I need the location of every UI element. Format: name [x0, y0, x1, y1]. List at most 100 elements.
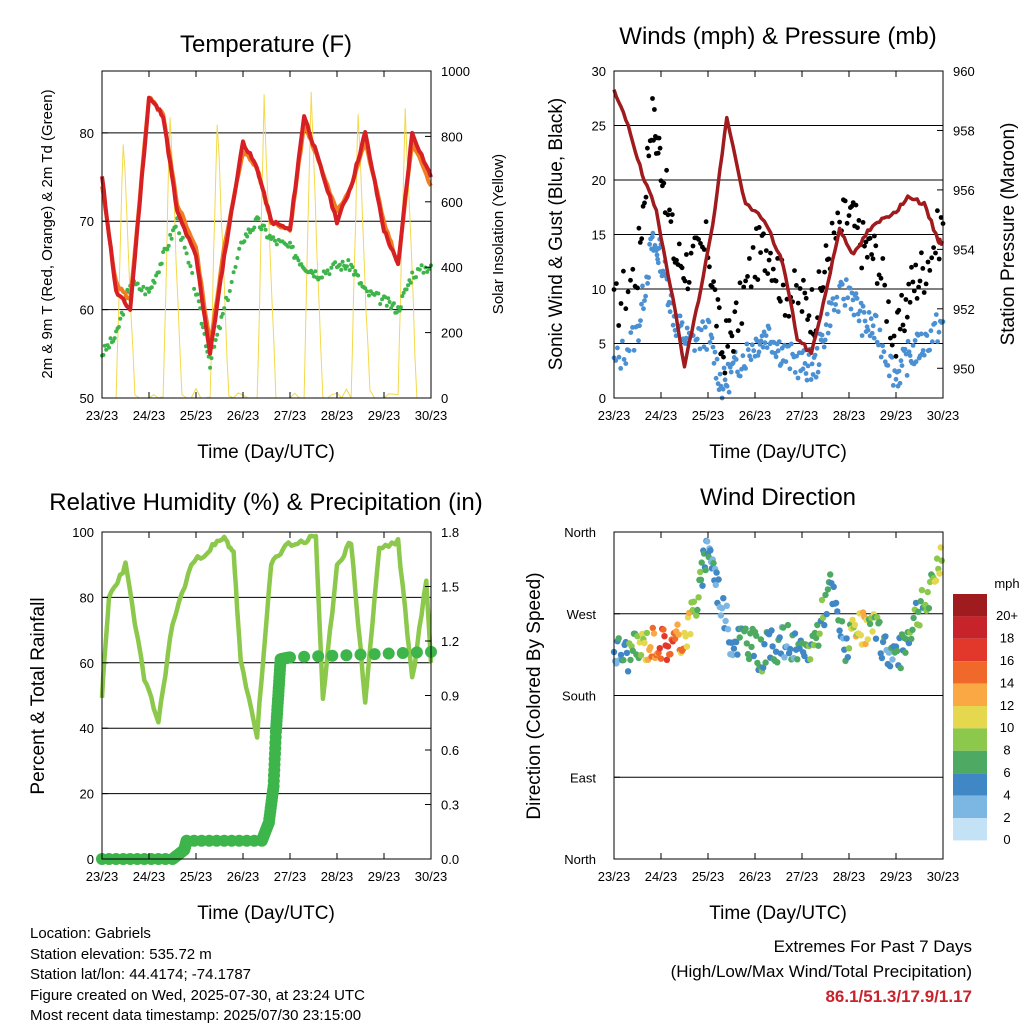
wind-speed-point — [829, 300, 834, 306]
wind-speed-point — [764, 345, 770, 350]
direction-point — [744, 650, 752, 658]
wind-speed-point — [645, 281, 650, 286]
dewpoint-point — [233, 265, 238, 269]
dewpoint-point — [425, 269, 430, 274]
direction-point — [869, 628, 876, 635]
dewpoint-point — [323, 271, 328, 276]
direction-ytick-label: South — [562, 689, 596, 704]
temp-xtick-label: 29/23 — [368, 408, 401, 423]
wind-speed-point — [886, 373, 892, 379]
dewpoint-point — [414, 275, 418, 280]
wind-speed-point — [936, 329, 942, 335]
direction-point — [664, 643, 672, 650]
precip-point — [340, 649, 353, 662]
wind-speed-point — [733, 357, 739, 362]
precip-point — [410, 646, 423, 659]
gust-point — [823, 243, 829, 249]
colorbar-swatch — [953, 683, 987, 706]
wind-speed-point — [861, 310, 867, 315]
gust-point — [616, 323, 622, 328]
direction-point — [742, 625, 749, 632]
wind-xtick-label: 23/23 — [598, 408, 631, 423]
wind-xtick-label: 29/23 — [880, 408, 913, 423]
wind-speed-point — [726, 389, 732, 395]
gust-point — [618, 301, 624, 306]
wind-speed-point — [640, 283, 645, 289]
wind-speed-point — [679, 320, 685, 325]
wind-speed-point — [743, 366, 748, 371]
wind-speed-point — [655, 260, 661, 266]
dewpoint-point — [329, 265, 334, 270]
direction-point — [812, 634, 820, 642]
colorbar-label: 12 — [1000, 698, 1014, 713]
gust-point — [816, 269, 822, 274]
wind-speed-point — [834, 294, 840, 300]
gust-point — [862, 243, 867, 249]
gust-point — [870, 256, 876, 262]
wind-speed-point — [830, 296, 836, 301]
direction-xtick-label: 30/23 — [927, 869, 960, 884]
dewpoint-point — [389, 306, 394, 311]
wind-speed-point — [845, 295, 851, 301]
dewpoint-point — [367, 293, 371, 298]
extremes-subheading: (High/Low/Max Wind/Total Precipitation) — [670, 962, 972, 981]
gust-point — [778, 298, 783, 304]
gust-point — [768, 250, 773, 256]
wind-speed-point — [821, 344, 827, 350]
gust-point — [867, 235, 873, 241]
dewpoint-point — [313, 269, 318, 274]
rh-y2tick-label: 0.9 — [441, 689, 459, 704]
gust-point — [722, 370, 728, 376]
wind-speed-point — [730, 360, 736, 366]
dewpoint-point — [359, 281, 363, 285]
direction-point — [902, 649, 909, 656]
colorbar-label: 6 — [1003, 765, 1010, 780]
gust-point — [741, 284, 747, 290]
gust-point — [637, 240, 643, 245]
temp-y2tick-label: 200 — [441, 326, 463, 341]
direction-point — [620, 656, 627, 664]
wind-speed-point — [822, 337, 828, 343]
dewpoint-point — [152, 280, 157, 285]
direction-point — [657, 655, 665, 662]
wind-speed-point — [638, 318, 643, 323]
colorbar-label: 0 — [1003, 832, 1010, 847]
dewpoint-point — [159, 261, 164, 266]
colorbar-label: 20+ — [996, 608, 1018, 623]
direction-point — [818, 596, 826, 604]
wind-speed-point — [868, 316, 874, 322]
gust-point — [831, 230, 837, 236]
direction-point — [882, 633, 889, 640]
dewpoint-point — [271, 235, 276, 240]
gust-point — [900, 322, 906, 328]
wind-speed-point — [747, 353, 752, 359]
dewpoint-point — [363, 286, 368, 291]
direction-point — [776, 634, 783, 641]
gust-point — [688, 250, 694, 256]
winds-plot-area — [611, 70, 946, 401]
direction-point — [627, 656, 634, 664]
direction-point — [794, 656, 801, 663]
direction-point — [675, 631, 682, 638]
gust-point — [882, 282, 888, 288]
direction-point — [832, 599, 840, 607]
direction-point — [821, 621, 828, 629]
direction-point — [730, 645, 738, 652]
wind-speed-point — [816, 362, 822, 368]
dewpoint-point — [218, 326, 222, 331]
dewpoint-point — [347, 268, 352, 273]
gust-point — [792, 268, 797, 273]
wind-ytick-label: 10 — [592, 282, 606, 297]
rh-ytick-label: 100 — [72, 525, 94, 540]
direction-point — [641, 639, 648, 647]
gust-point — [921, 290, 927, 295]
gust-point — [856, 218, 862, 223]
dewpoint-point — [288, 240, 292, 245]
gust-point — [679, 265, 685, 271]
dewpoint-point — [320, 275, 324, 280]
gust-point — [929, 255, 935, 261]
wind-speed-point — [907, 353, 913, 358]
gust-point — [844, 220, 850, 226]
wind-speed-point — [824, 311, 830, 317]
gust-point — [936, 256, 942, 262]
